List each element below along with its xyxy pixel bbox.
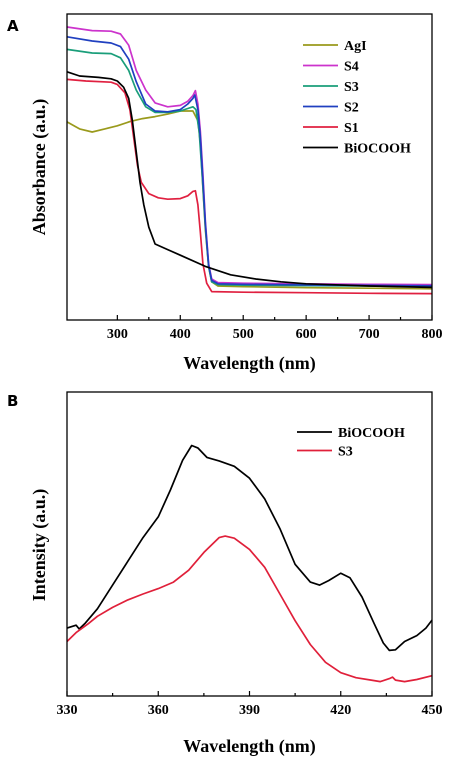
panel-a-x-tick-label: 400 [170, 327, 191, 342]
panel-b-y-axis-title: Intensity (a.u.) [29, 489, 50, 602]
panel-a-series-line-agi [66, 110, 433, 290]
panel-a-series-line-s1 [66, 78, 433, 295]
panel-a-legend-label-s2: S2 [344, 101, 359, 116]
panel-a-x-ticks: 300 400 500 600 700 800 [107, 315, 443, 342]
panel-a-legend-label-s3: S3 [344, 80, 359, 95]
panel-a-legend-label-s4: S4 [344, 60, 359, 75]
panel-a-series-line-s2 [66, 35, 433, 287]
panel-b-series-line-biocooh [66, 444, 433, 652]
panel-a-plot-frame [66, 13, 433, 321]
panel-b-legend-label-biocooh: BiOCOOH [338, 426, 405, 441]
panel-a-series-line-s4 [66, 26, 433, 286]
panel-a-series-line-biocooh [66, 70, 433, 289]
panel-a-x-tick-label: 300 [107, 327, 128, 342]
panel-b-legend: BiOCOOH S3 [297, 426, 405, 460]
panel-b-x-axis-title: Wavelength (nm) [183, 736, 316, 757]
panel-b-x-tick-label: 330 [57, 703, 78, 718]
panel-a-x-axis-title: Wavelength (nm) [183, 353, 316, 374]
panel-a-series-group [66, 26, 433, 295]
panel-a-x-tick-label: 600 [296, 327, 317, 342]
panel-b-label: B [7, 392, 18, 410]
panel-a-legend-label-agi: AgI [344, 39, 367, 54]
panel-b: B 330 360 390 420 450 Wavelength (nm) Intens… [7, 391, 443, 757]
panel-a-x-tick-label: 500 [233, 327, 254, 342]
panel-b-x-ticks: 330 360 390 420 450 [57, 691, 443, 718]
panel-a-legend-label-s1: S1 [344, 121, 359, 136]
panel-b-x-tick-label: 420 [330, 703, 351, 718]
panel-a-x-tick-label: 800 [422, 327, 443, 342]
panel-a-legend: AgI S4 S3 S2 S1 BiOCOOH [303, 39, 411, 157]
panel-b-series-line-s3 [66, 535, 433, 683]
panel-b-legend-label-s3: S3 [338, 445, 353, 460]
panel-a-label: A [7, 17, 19, 35]
panel-a: A 300 400 500 600 700 800 Wavelength (nm) Abs… [7, 13, 443, 374]
panel-b-x-tick-label: 390 [239, 703, 260, 718]
panel-b-x-tick-label: 360 [148, 703, 169, 718]
panel-b-x-tick-label: 450 [422, 703, 443, 718]
panel-b-series-group [66, 444, 433, 683]
panel-a-y-axis-title: Absorbance (a.u.) [29, 99, 50, 236]
panel-a-x-tick-label: 700 [359, 327, 380, 342]
panel-a-legend-label-biocooh: BiOCOOH [344, 142, 411, 157]
